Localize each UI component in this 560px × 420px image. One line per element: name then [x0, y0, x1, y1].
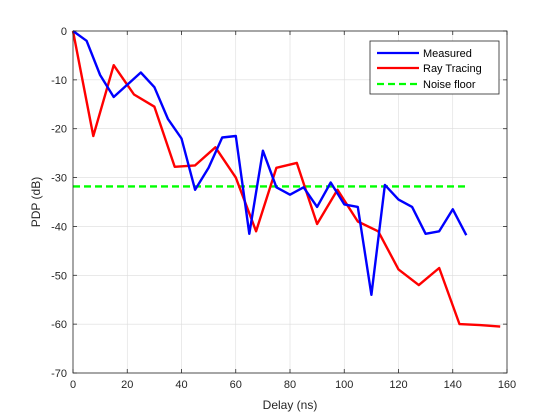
legend: Measured Ray Tracing Noise floor: [369, 40, 500, 95]
y-tick-label: 0: [61, 26, 67, 38]
x-tick-label: 100: [335, 379, 353, 391]
x-tick-label: 20: [121, 379, 133, 391]
series-line-measured: [72, 30, 468, 296]
x-tick-label: 40: [175, 379, 187, 391]
y-axis-label: PDP (dB): [29, 177, 43, 227]
y-tick-label: -10: [51, 75, 67, 87]
x-tick-label: 160: [498, 379, 516, 391]
ticks: 0 20 40 60 80 100 120 140 160 0 -10 -20 -30 -40 -50 -60…: [51, 26, 516, 391]
x-tick-label: 140: [444, 379, 462, 391]
y-tick-label: -30: [51, 173, 67, 185]
legend-label-noise-floor: Noise floor: [423, 79, 476, 91]
legend-label-measured: Measured: [423, 48, 472, 60]
y-tick-label: -70: [51, 368, 67, 380]
x-tick-label: 0: [70, 379, 76, 391]
x-axis-label: Delay (ns): [263, 398, 318, 412]
x-tick-label: 60: [230, 379, 242, 391]
series-layer: [71, 30, 501, 328]
y-tick-label: -60: [51, 319, 67, 331]
series-line-ray-tracing: [71, 30, 501, 328]
y-tick-label: -50: [51, 270, 67, 282]
y-tick-label: -40: [51, 221, 67, 233]
y-tick-label: -20: [51, 124, 67, 136]
legend-label-ray-tracing: Ray Tracing: [423, 63, 482, 75]
x-tick-label: 80: [284, 379, 296, 391]
x-tick-label: 120: [389, 379, 407, 391]
